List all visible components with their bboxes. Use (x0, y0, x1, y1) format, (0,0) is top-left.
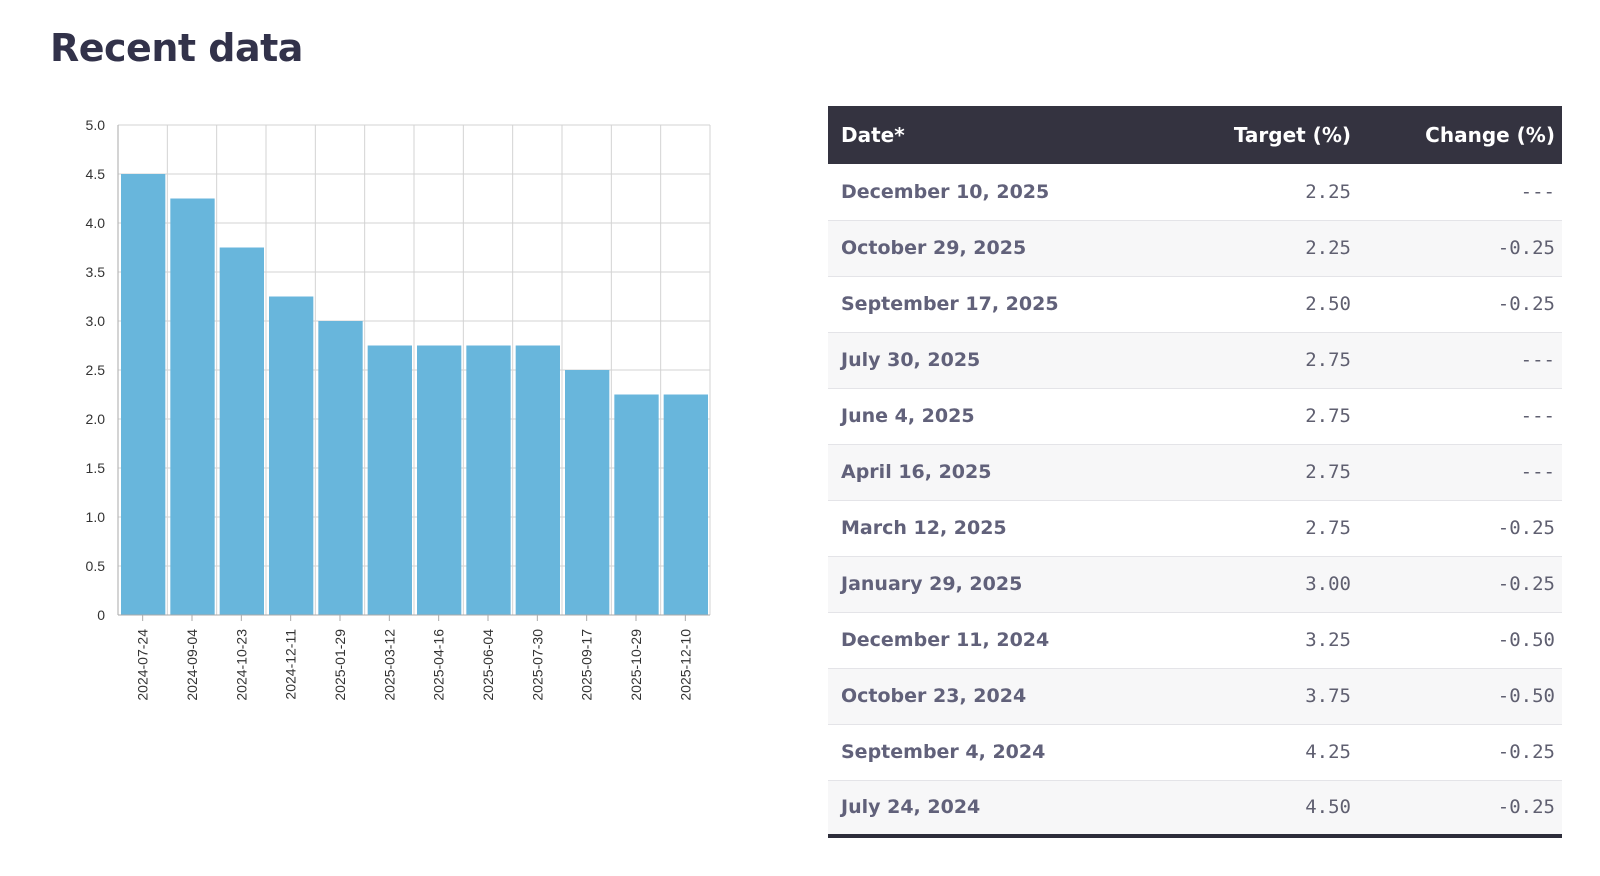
target-cell: 2.75 (1188, 388, 1358, 445)
bar (269, 296, 314, 615)
date-cell: January 29, 2025 (828, 556, 1188, 613)
date-cell: October 29, 2025 (828, 220, 1188, 277)
x-tick-label: 2025-04-16 (431, 629, 447, 701)
bar (565, 370, 610, 615)
x-tick-label: 2025-07-30 (529, 629, 545, 701)
change-cell: -0.25 (1358, 556, 1562, 613)
x-tick-label: 2025-03-12 (381, 629, 397, 701)
x-tick-label: 2025-10-29 (628, 629, 644, 701)
bar (170, 198, 215, 615)
target-cell: 2.75 (1188, 444, 1358, 501)
x-tick-label: 2025-06-04 (480, 629, 496, 701)
target-cell: 2.75 (1188, 332, 1358, 389)
table-row: March 12, 2025 2.75 -0.25 (828, 500, 1562, 557)
y-tick-label: 0.5 (86, 558, 106, 574)
target-column-header: Target (%) (1188, 106, 1358, 164)
target-cell: 2.50 (1188, 276, 1358, 333)
x-tick-label: 2024-09-04 (184, 629, 200, 701)
date-cell: July 30, 2025 (828, 332, 1188, 389)
table-row: April 16, 2025 2.75 --- (828, 444, 1562, 501)
table-row: June 4, 2025 2.75 --- (828, 388, 1562, 445)
change-cell: -0.50 (1358, 612, 1562, 669)
y-tick-label: 4.5 (86, 166, 106, 182)
date-cell: December 10, 2025 (828, 164, 1188, 221)
date-cell: June 4, 2025 (828, 388, 1188, 445)
bar (614, 394, 659, 615)
target-cell: 3.75 (1188, 668, 1358, 725)
table-row: December 10, 2025 2.25 --- (828, 164, 1562, 221)
bar (367, 345, 412, 615)
target-cell: 3.00 (1188, 556, 1358, 613)
date-cell: September 17, 2025 (828, 276, 1188, 333)
table-row: July 24, 2024 4.50 -0.25 (828, 780, 1562, 836)
change-cell: -0.50 (1358, 668, 1562, 725)
y-tick-label: 3.0 (86, 313, 106, 329)
y-tick-label: 2.5 (86, 362, 106, 378)
bar (663, 394, 708, 615)
rates-table: Date* Target (%) Change (%) December 10,… (828, 106, 1562, 838)
bar-chart: 0 0.5 1.0 1.5 2.0 2.5 3.0 3.5 4.0 4.5 5.0 2024-07-2… (86, 117, 711, 701)
y-tick-label: 2.0 (86, 411, 106, 427)
bar (417, 345, 462, 615)
table-row: October 23, 2024 3.75 -0.50 (828, 668, 1562, 725)
table-row: December 11, 2024 3.25 -0.50 (828, 612, 1562, 669)
bar (466, 345, 511, 615)
y-tick-label: 5.0 (86, 117, 106, 133)
y-tick-label: 1.0 (86, 509, 106, 525)
bar (121, 174, 166, 615)
date-cell: October 23, 2024 (828, 668, 1188, 725)
bar (219, 247, 264, 615)
change-cell: --- (1358, 332, 1562, 389)
x-tick-label: 2024-12-11 (283, 629, 299, 700)
change-cell: -0.25 (1358, 724, 1562, 781)
x-tick-label: 2025-12-10 (677, 629, 693, 701)
target-cell: 4.50 (1188, 780, 1358, 836)
change-cell: -0.25 (1358, 500, 1562, 557)
target-cell: 3.25 (1188, 612, 1358, 669)
target-cell: 2.25 (1188, 164, 1358, 221)
date-cell: September 4, 2024 (828, 724, 1188, 781)
change-cell: --- (1358, 164, 1562, 221)
table-row: January 29, 2025 3.00 -0.25 (828, 556, 1562, 613)
change-column-header: Change (%) (1358, 106, 1562, 164)
x-tick-label: 2025-09-17 (579, 629, 595, 701)
date-cell: July 24, 2024 (828, 780, 1188, 836)
y-tick-label: 0 (97, 607, 105, 623)
x-tick-label: 2024-07-24 (135, 629, 151, 701)
table-row: September 4, 2024 4.25 -0.25 (828, 724, 1562, 781)
table-row: September 17, 2025 2.50 -0.25 (828, 276, 1562, 333)
page-title: Recent data (50, 26, 303, 70)
change-cell: -0.25 (1358, 276, 1562, 333)
target-cell: 2.75 (1188, 500, 1358, 557)
table-row: October 29, 2025 2.25 -0.25 (828, 220, 1562, 277)
y-tick-label: 4.0 (86, 215, 106, 231)
y-tick-label: 3.5 (86, 264, 106, 280)
target-cell: 4.25 (1188, 724, 1358, 781)
bar (515, 345, 560, 615)
x-tick-label: 2024-10-23 (233, 629, 249, 701)
x-tick-label: 2025-01-29 (332, 629, 348, 701)
change-cell: --- (1358, 388, 1562, 445)
target-cell: 2.25 (1188, 220, 1358, 277)
date-cell: December 11, 2024 (828, 612, 1188, 669)
table-row: July 30, 2025 2.75 --- (828, 332, 1562, 389)
date-cell: March 12, 2025 (828, 500, 1188, 557)
date-column-header: Date* (828, 106, 1188, 164)
date-cell: April 16, 2025 (828, 444, 1188, 501)
table-header-row: Date* Target (%) Change (%) (828, 106, 1562, 164)
change-cell: -0.25 (1358, 780, 1562, 836)
bar (318, 321, 363, 615)
y-tick-label: 1.5 (86, 460, 106, 476)
change-cell: --- (1358, 444, 1562, 501)
change-cell: -0.25 (1358, 220, 1562, 277)
